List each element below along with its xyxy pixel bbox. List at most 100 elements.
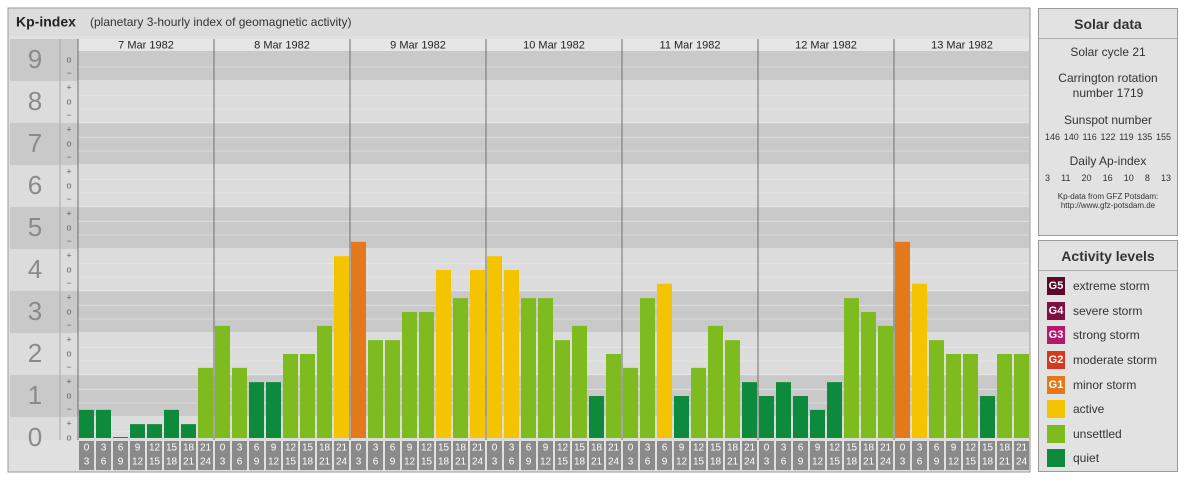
time-end: 21: [183, 457, 195, 468]
bar: [861, 312, 876, 438]
bar: [385, 340, 400, 438]
minor-tick-label: −: [66, 404, 71, 414]
time-start: 3: [237, 443, 243, 454]
time-end: 18: [574, 457, 586, 468]
y-tick-label: 7: [28, 128, 42, 158]
time-start: 18: [319, 443, 331, 454]
legend-items: G5 extreme storm G4 severe storm G3 strong st…: [1039, 271, 1177, 471]
minor-tick-label: o: [66, 96, 71, 106]
sunspot-label: Sunspot number: [1063, 113, 1153, 127]
bar: [674, 396, 689, 438]
time-start: 15: [166, 443, 178, 454]
legend-item: G2 moderate storm: [1039, 348, 1177, 373]
time-cell: [130, 441, 145, 470]
time-cell: [266, 441, 281, 470]
legend-swatch: [1047, 400, 1065, 419]
day-label: 7 Mar 1982: [118, 39, 174, 51]
time-end: 9: [526, 457, 532, 468]
time-start: 0: [492, 443, 498, 454]
time-end: 15: [285, 457, 297, 468]
minor-tick-label: +: [66, 209, 71, 219]
bar: [606, 354, 621, 438]
time-start: 3: [645, 443, 651, 454]
bar: [623, 367, 638, 438]
bar: [946, 354, 961, 438]
time-cell: [232, 441, 247, 470]
time-start: 12: [693, 443, 705, 454]
bar: [283, 354, 298, 438]
time-cell: [351, 441, 366, 470]
time-cell: [572, 441, 587, 470]
time-cell: [538, 441, 553, 470]
time-end: 12: [812, 457, 824, 468]
time-end: 24: [336, 457, 348, 468]
sunspot-value: 135: [1137, 132, 1153, 142]
ap-label: Daily Ap-index: [1069, 154, 1147, 168]
time-end: 15: [829, 457, 841, 468]
time-cell: [742, 441, 757, 470]
title-bar: [9, 9, 1029, 36]
legend-item: G1 minor storm: [1039, 372, 1177, 397]
legend-label: extreme storm: [1073, 279, 1150, 294]
sunspot-value: 122: [1100, 132, 1116, 142]
time-end: 9: [798, 457, 804, 468]
time-cell: [895, 441, 910, 470]
minor-tick-label: +: [66, 83, 71, 93]
legend-item: G3 strong storm: [1039, 323, 1177, 348]
minor-tick-label: −: [66, 194, 71, 204]
time-end: 12: [132, 457, 144, 468]
bar: [827, 382, 842, 438]
time-start: 3: [101, 443, 107, 454]
y-tick-label: 5: [28, 212, 42, 242]
time-cell: [521, 441, 536, 470]
sunspot-value: 140: [1063, 132, 1079, 142]
time-cell: [589, 441, 604, 470]
legend-label: unsettled: [1073, 426, 1122, 441]
time-start: 6: [798, 443, 804, 454]
time-start: 12: [285, 443, 297, 454]
time-end: 12: [540, 457, 552, 468]
time-end: 21: [591, 457, 603, 468]
y-tick-label: 4: [28, 254, 42, 284]
bar: [300, 354, 315, 438]
time-start: 12: [149, 443, 161, 454]
minor-tick-label: −: [66, 236, 71, 246]
day-header: [78, 39, 1029, 51]
minor-tick-label: o: [66, 264, 71, 274]
time-cell: [249, 441, 264, 470]
bar: [402, 312, 417, 438]
sunspot-value: 119: [1119, 132, 1134, 142]
chart-subtitle: (planetary 3-hourly index of geomagnetic…: [90, 15, 351, 29]
time-start: 0: [764, 443, 770, 454]
time-cell: [181, 441, 196, 470]
time-cell: [487, 441, 502, 470]
bar: [776, 382, 791, 438]
time-start: 6: [662, 443, 668, 454]
time-cell: [79, 441, 94, 470]
bar: [79, 409, 94, 438]
time-cell: [674, 441, 689, 470]
time-end: 21: [727, 457, 739, 468]
time-end: 6: [509, 457, 515, 468]
bar: [691, 367, 706, 438]
time-start: 21: [472, 443, 484, 454]
bar: [249, 382, 264, 438]
bar: [266, 382, 281, 438]
time-cell: [776, 441, 791, 470]
minor-tick-label: −: [66, 68, 71, 78]
time-end: 24: [472, 457, 484, 468]
time-end: 18: [166, 457, 178, 468]
sunspot-value: 116: [1082, 132, 1097, 142]
time-cell: [1014, 441, 1029, 470]
time-cell: [810, 441, 825, 470]
time-cell: [912, 441, 927, 470]
legend-code: G2: [1048, 354, 1064, 367]
day-label: 8 Mar 1982: [254, 39, 310, 51]
time-end: 6: [781, 457, 787, 468]
time-end: 12: [404, 457, 416, 468]
time-end: 9: [254, 457, 260, 468]
time-cell: [827, 441, 842, 470]
legend-code: G4: [1048, 304, 1064, 317]
time-end: 18: [846, 457, 858, 468]
